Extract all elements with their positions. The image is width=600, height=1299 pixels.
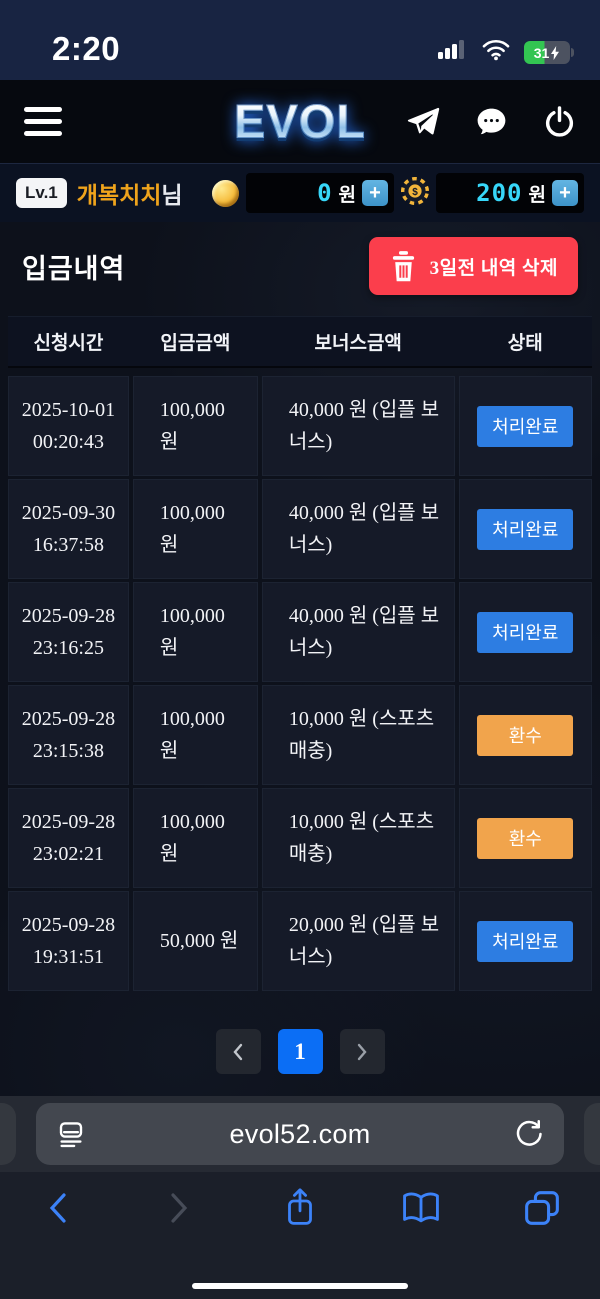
next-tab-stub[interactable] bbox=[584, 1103, 600, 1165]
menu-icon[interactable] bbox=[24, 107, 62, 136]
table-row: 2025-10-01 00:20:43 100,000 원 40,000 원 (… bbox=[8, 376, 592, 476]
site-header: EVOL bbox=[0, 80, 600, 163]
prev-page-button[interactable] bbox=[215, 1029, 261, 1074]
status-badge[interactable]: 환수 bbox=[477, 714, 574, 756]
bookmarks-button[interactable] bbox=[399, 1186, 443, 1230]
col-header-status: 상태 bbox=[507, 333, 543, 354]
share-button[interactable] bbox=[278, 1186, 322, 1230]
table-row: 2025-09-28 23:02:21 100,000 원 10,000 원 (… bbox=[8, 788, 592, 888]
add-cash-button[interactable]: + bbox=[362, 180, 388, 206]
next-page-button[interactable] bbox=[339, 1029, 385, 1074]
cash-value: 0 bbox=[317, 179, 333, 207]
telegram-icon[interactable] bbox=[406, 105, 440, 139]
cash-unit: 원 bbox=[338, 184, 356, 206]
svg-text:$: $ bbox=[412, 187, 418, 198]
deposit-table: 2025-10-01 00:20:43 100,000 원 40,000 원 (… bbox=[8, 376, 592, 991]
cash-balance-box: 0 원 + bbox=[246, 173, 394, 213]
safari-url-bar-row: evol52.com bbox=[0, 1096, 600, 1172]
chevron-left-icon bbox=[49, 1193, 66, 1223]
col-header-bonus: 보너스금액 bbox=[314, 333, 402, 354]
username: 개복치치님 bbox=[76, 182, 183, 208]
pagination: 1 bbox=[0, 1029, 600, 1074]
address-bar[interactable]: evol52.com bbox=[36, 1103, 564, 1165]
chat-icon[interactable] bbox=[474, 105, 508, 139]
reload-icon[interactable] bbox=[514, 1119, 544, 1149]
share-icon bbox=[288, 1188, 312, 1225]
table-row: 2025-09-28 19:31:51 50,000 원 20,000 원 (입… bbox=[8, 891, 592, 991]
reader-icon[interactable] bbox=[56, 1119, 86, 1149]
status-badge[interactable]: 처리완료 bbox=[477, 920, 574, 962]
status-badge[interactable]: 처리완료 bbox=[477, 405, 574, 447]
add-point-button[interactable]: + bbox=[552, 180, 578, 206]
page-1-button[interactable]: 1 bbox=[277, 1029, 323, 1074]
wifi-icon bbox=[482, 39, 510, 66]
forward-button[interactable] bbox=[157, 1186, 201, 1230]
status-badge[interactable]: 처리완료 bbox=[477, 611, 574, 653]
tabs-icon bbox=[525, 1191, 559, 1225]
col-header-time: 신청시간 bbox=[33, 333, 104, 354]
table-header: 신청시간 입금금액 보너스금액 상태 bbox=[8, 316, 592, 368]
chevron-right-icon bbox=[357, 1043, 367, 1060]
chevron-right-icon bbox=[171, 1193, 188, 1223]
col-header-amount: 입금금액 bbox=[160, 333, 231, 354]
point-unit: 원 bbox=[528, 184, 546, 206]
page-title: 입금내역 bbox=[22, 253, 126, 284]
home-indicator[interactable] bbox=[192, 1283, 408, 1289]
battery-icon: 31 bbox=[524, 41, 574, 64]
deposit-history-page: 입금내역 3일전 내역 삭제 신청시간 입금금액 보너스금액 상태 2025-1… bbox=[0, 222, 600, 1096]
level-badge: Lv.1 bbox=[16, 178, 67, 208]
table-row: 2025-09-30 16:37:58 100,000 원 40,000 원 (… bbox=[8, 479, 592, 579]
user-info-bar: Lv.1 개복치치님 0 원 + $ 200 원 + bbox=[0, 163, 600, 222]
clock: 2:20 bbox=[52, 30, 121, 67]
trash-icon bbox=[392, 250, 414, 281]
delete-history-button[interactable]: 3일전 내역 삭제 bbox=[368, 237, 578, 295]
chevron-left-icon bbox=[233, 1043, 243, 1060]
point-balance-box: 200 원 + bbox=[436, 173, 584, 213]
status-badge[interactable]: 처리완료 bbox=[477, 508, 574, 550]
gold-coin-icon bbox=[212, 179, 239, 207]
back-button[interactable] bbox=[36, 1186, 80, 1230]
cellular-signal-icon bbox=[438, 39, 468, 66]
url-text[interactable]: evol52.com bbox=[229, 1118, 371, 1149]
point-value: 200 bbox=[476, 179, 523, 207]
previous-tab-stub[interactable] bbox=[0, 1103, 16, 1165]
battery-percent: 31 bbox=[533, 44, 550, 61]
power-icon[interactable] bbox=[542, 105, 576, 139]
ios-status-bar: 2:20 31 bbox=[0, 0, 600, 80]
table-row: 2025-09-28 23:15:38 100,000 원 10,000 원 (… bbox=[8, 685, 592, 785]
status-badge[interactable]: 환수 bbox=[477, 817, 574, 859]
tabs-button[interactable] bbox=[520, 1186, 564, 1230]
site-logo: EVOL bbox=[234, 93, 366, 147]
book-icon bbox=[403, 1192, 439, 1223]
charging-bolt-icon bbox=[551, 45, 560, 60]
table-row: 2025-09-28 23:16:25 100,000 원 40,000 원 (… bbox=[8, 582, 592, 682]
poker-chip-icon: $ bbox=[400, 176, 430, 210]
safari-toolbar bbox=[0, 1172, 600, 1299]
